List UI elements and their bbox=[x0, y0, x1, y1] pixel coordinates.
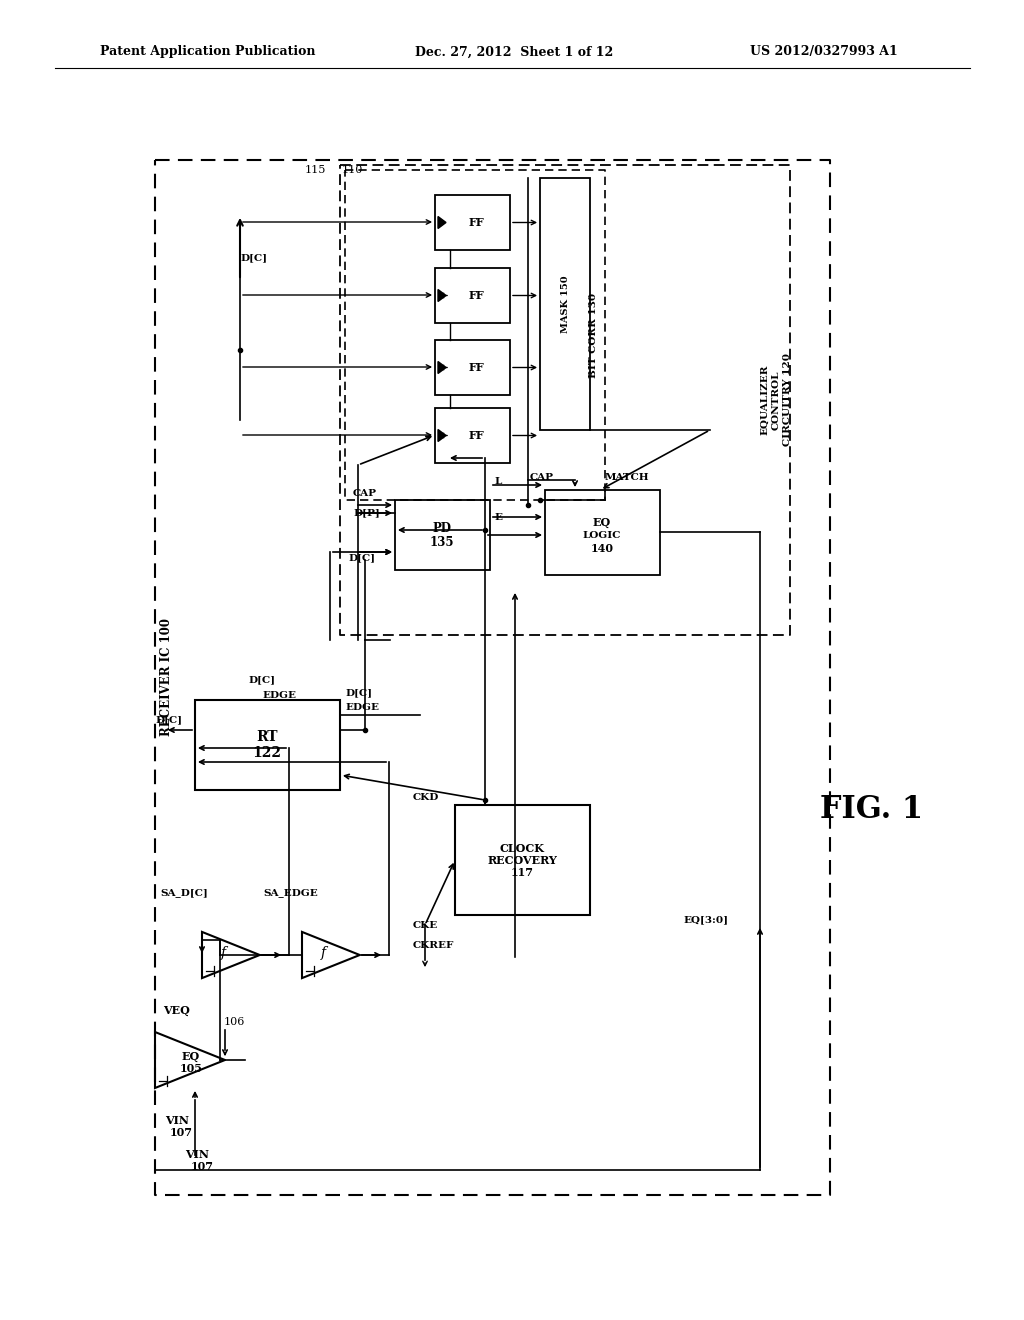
Bar bbox=[435, 195, 510, 249]
Polygon shape bbox=[438, 362, 446, 374]
Text: 115: 115 bbox=[305, 165, 327, 176]
Bar bbox=[545, 490, 660, 576]
Text: f: f bbox=[220, 946, 225, 960]
Polygon shape bbox=[302, 932, 359, 978]
Text: 110: 110 bbox=[342, 165, 364, 176]
Text: 122: 122 bbox=[253, 746, 282, 760]
Polygon shape bbox=[438, 216, 446, 228]
Text: RECOVERY: RECOVERY bbox=[487, 854, 557, 866]
Text: f: f bbox=[321, 946, 326, 960]
Text: D[C]: D[C] bbox=[155, 715, 182, 725]
Bar bbox=[435, 341, 510, 395]
Text: 106: 106 bbox=[224, 1016, 246, 1027]
Text: PD: PD bbox=[432, 521, 452, 535]
Text: EQ[3:0]: EQ[3:0] bbox=[683, 916, 728, 924]
Text: CKD: CKD bbox=[413, 793, 439, 803]
Text: D[C]: D[C] bbox=[240, 253, 267, 263]
Text: D[C]: D[C] bbox=[345, 689, 372, 697]
Bar bbox=[195, 700, 340, 789]
Text: EDGE: EDGE bbox=[345, 702, 379, 711]
Text: VIN: VIN bbox=[185, 1150, 209, 1160]
Text: Dec. 27, 2012  Sheet 1 of 12: Dec. 27, 2012 Sheet 1 of 12 bbox=[415, 45, 613, 58]
Polygon shape bbox=[438, 289, 446, 301]
Text: RT: RT bbox=[256, 730, 278, 744]
Polygon shape bbox=[438, 429, 446, 441]
Text: LOGIC: LOGIC bbox=[583, 532, 622, 540]
Text: CLOCK: CLOCK bbox=[500, 842, 545, 854]
Text: MATCH: MATCH bbox=[605, 473, 649, 482]
Polygon shape bbox=[202, 932, 260, 978]
Text: EQUALIZER
CONTROL
CIRCUITRY 120: EQUALIZER CONTROL CIRCUITRY 120 bbox=[761, 354, 792, 446]
Text: 105: 105 bbox=[179, 1064, 203, 1074]
Text: FF: FF bbox=[469, 362, 484, 374]
Text: L: L bbox=[494, 478, 502, 487]
Text: VIN: VIN bbox=[165, 1114, 189, 1126]
Text: 140: 140 bbox=[591, 543, 613, 553]
Text: EDGE: EDGE bbox=[262, 690, 296, 700]
Text: 107: 107 bbox=[170, 1127, 193, 1138]
Bar bbox=[540, 178, 590, 430]
Text: CKE: CKE bbox=[413, 920, 438, 929]
Text: 107: 107 bbox=[191, 1162, 214, 1172]
Text: E: E bbox=[494, 512, 502, 521]
Text: EQ: EQ bbox=[593, 516, 611, 528]
Text: FF: FF bbox=[469, 216, 484, 228]
Text: VEQ: VEQ bbox=[163, 1005, 189, 1015]
Text: CKREF: CKREF bbox=[413, 940, 455, 949]
Text: FF: FF bbox=[469, 430, 484, 441]
Text: CAP: CAP bbox=[353, 488, 377, 498]
Text: BIT CORR 130: BIT CORR 130 bbox=[589, 293, 597, 378]
Text: D[C]: D[C] bbox=[249, 676, 275, 685]
Bar bbox=[435, 408, 510, 463]
Text: FF: FF bbox=[469, 290, 484, 301]
Bar bbox=[435, 268, 510, 323]
Text: 135: 135 bbox=[430, 536, 455, 549]
Text: MASK 150: MASK 150 bbox=[560, 275, 569, 333]
Text: SA_D[C]: SA_D[C] bbox=[160, 888, 208, 898]
Text: Patent Application Publication: Patent Application Publication bbox=[100, 45, 315, 58]
Polygon shape bbox=[155, 1032, 225, 1088]
Text: CAP: CAP bbox=[530, 473, 554, 482]
Text: SA_EDGE: SA_EDGE bbox=[263, 888, 317, 898]
Bar bbox=[395, 500, 490, 570]
Text: FIG. 1: FIG. 1 bbox=[820, 795, 923, 825]
Text: US 2012/0327993 A1: US 2012/0327993 A1 bbox=[750, 45, 898, 58]
Text: EQ: EQ bbox=[182, 1051, 200, 1061]
Text: 117: 117 bbox=[511, 866, 534, 878]
Text: RECEIVER IC 100: RECEIVER IC 100 bbox=[161, 618, 173, 737]
Bar bbox=[455, 805, 590, 915]
Text: D[C]: D[C] bbox=[348, 553, 375, 562]
Text: D[P]: D[P] bbox=[353, 508, 380, 517]
